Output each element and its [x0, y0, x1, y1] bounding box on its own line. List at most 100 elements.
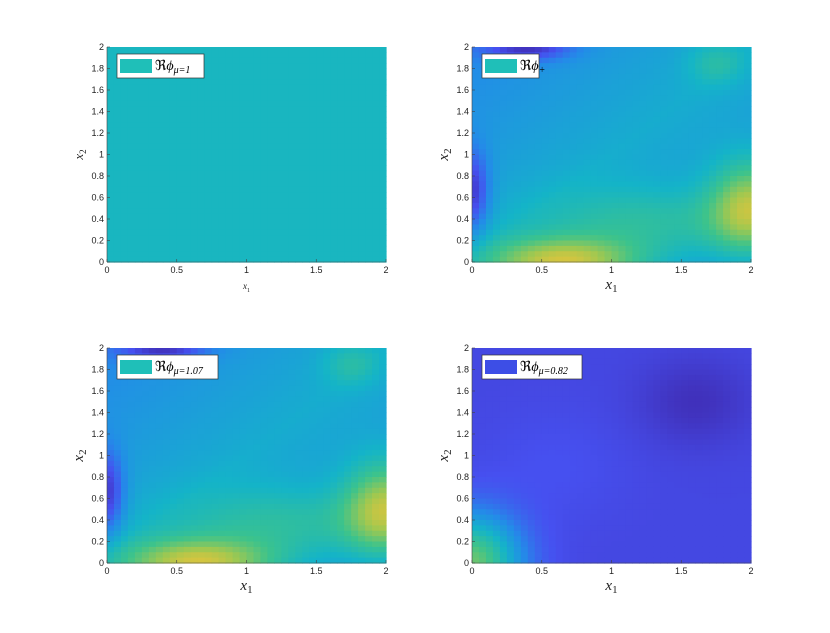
heatmap-cell [534, 143, 543, 150]
heatmap-cell [337, 348, 345, 354]
heatmap-cell [309, 509, 317, 516]
heatmap-cell [183, 100, 192, 107]
heatmap-cell [246, 100, 255, 107]
heatmap-cell [555, 79, 564, 86]
heatmap-cell [113, 224, 122, 231]
x-tick-label: 1.5 [310, 265, 323, 275]
heatmap-cell [120, 412, 129, 419]
heatmap-cell [239, 520, 248, 526]
heatmap-cell [660, 63, 668, 70]
heatmap-cell [127, 434, 136, 440]
heatmap-cell [127, 122, 136, 129]
heatmap-cell [288, 159, 296, 166]
heatmap-cell [379, 487, 387, 494]
heatmap-cell [379, 466, 387, 473]
heatmap-cell [134, 47, 143, 53]
heatmap-cell [107, 391, 115, 397]
heatmap-cell [716, 106, 724, 113]
heatmap-cell [148, 90, 157, 96]
heatmap-cell [499, 202, 508, 209]
heatmap-cell [660, 219, 668, 225]
heatmap-cell [625, 192, 634, 199]
heatmap-cell [274, 256, 282, 263]
heatmap-cell [127, 514, 136, 521]
heatmap-cell [583, 52, 592, 59]
heatmap-cell [351, 348, 359, 354]
heatmap-cell [232, 536, 241, 543]
heatmap-cell [274, 552, 282, 559]
heatmap-cell [141, 186, 150, 193]
heatmap-cell [541, 100, 550, 107]
heatmap-cell [674, 73, 682, 80]
heatmap-cell [744, 170, 752, 177]
heatmap-cell [337, 122, 345, 129]
x-tick-label: 1 [244, 265, 249, 275]
heatmap-cell [632, 159, 640, 166]
heatmap-cell [625, 63, 634, 70]
x-axis-label-sub: 1 [612, 283, 618, 295]
heatmap-cell [555, 348, 564, 354]
heatmap-cell [253, 122, 262, 129]
heatmap-cell [169, 159, 178, 166]
heatmap-cell [695, 79, 703, 86]
heatmap-cell [337, 213, 345, 220]
heatmap-cell [253, 525, 262, 532]
heatmap-cell [653, 348, 661, 354]
heatmap-cell [709, 90, 717, 96]
y-tick-label: 0.6 [456, 193, 469, 203]
heatmap-cell [204, 154, 213, 161]
heatmap-cell [127, 213, 136, 220]
heatmap-cell [330, 176, 338, 182]
heatmap-cell [134, 245, 143, 252]
heatmap-cell [218, 358, 227, 365]
heatmap-cell [660, 202, 668, 209]
heatmap-cell [302, 170, 310, 177]
heatmap-cell [127, 391, 136, 397]
heatmap-cell [169, 434, 178, 440]
heatmap-cell [618, 111, 627, 118]
heatmap-cell [625, 197, 634, 204]
heatmap-cell [120, 493, 129, 500]
heatmap-cell [281, 73, 289, 80]
heatmap-cell [127, 165, 136, 172]
heatmap-cell [197, 122, 206, 129]
heatmap-cell [127, 143, 136, 150]
heatmap-cell [246, 111, 255, 118]
heatmap-cell [541, 251, 550, 258]
heatmap-cell [260, 240, 269, 247]
heatmap-cell [527, 100, 536, 107]
heatmap-cell [162, 186, 171, 193]
heatmap-cell [288, 116, 296, 123]
heatmap-cell [379, 133, 387, 139]
heatmap-cell [127, 192, 136, 199]
heatmap-cell [330, 450, 338, 457]
x-axis-label-main: x [239, 578, 247, 594]
heatmap-cell [548, 68, 557, 75]
heatmap-cell [302, 57, 310, 64]
heatmap-cell [730, 348, 738, 354]
heatmap-cell [365, 245, 373, 252]
heatmap-cell [702, 106, 710, 113]
heatmap-cell [155, 256, 164, 263]
heatmap-cell [611, 197, 620, 204]
heatmap-cell [485, 159, 494, 166]
heatmap-cell [267, 208, 275, 215]
heatmap-cell [330, 530, 338, 537]
heatmap-cell [597, 240, 606, 247]
heatmap-cell [281, 116, 289, 123]
heatmap-cell [365, 509, 373, 516]
heatmap-cell [253, 541, 262, 548]
heatmap-cell [674, 111, 682, 118]
heatmap-cell [218, 143, 227, 150]
heatmap-cell [730, 95, 738, 102]
heatmap-cell [302, 455, 310, 462]
heatmap-cell [527, 122, 536, 129]
heatmap-cell [681, 181, 689, 188]
heatmap-cell [695, 63, 703, 70]
heatmap-cell [702, 143, 710, 150]
heatmap-cell [316, 240, 324, 247]
heatmap-cell [695, 181, 703, 188]
heatmap-cell [639, 240, 647, 247]
heatmap-cell [562, 154, 571, 161]
heatmap-cell [744, 208, 752, 215]
